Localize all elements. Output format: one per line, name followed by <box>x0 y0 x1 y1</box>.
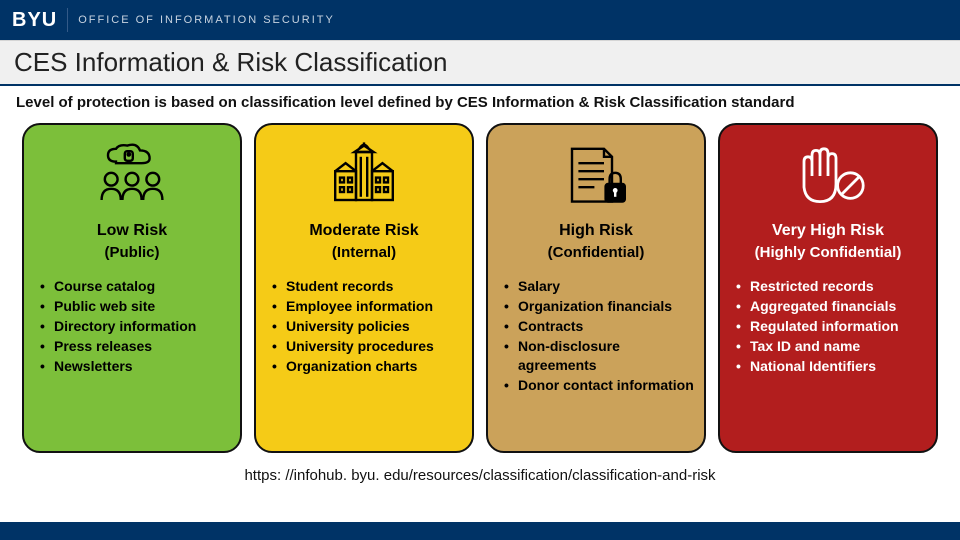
bottom-bar <box>0 522 960 540</box>
card-item: Regulated information <box>734 317 926 336</box>
card-item: Aggregated financials <box>734 297 926 316</box>
card-item: Student records <box>270 277 462 296</box>
card-item: University procedures <box>270 337 462 356</box>
cloud-team-icon <box>34 137 230 215</box>
card-title: Low Risk <box>34 221 230 240</box>
card-item: Donor contact information <box>502 376 694 395</box>
card-item: Tax ID and name <box>734 337 926 356</box>
card-subtitle: (Public) <box>34 244 230 261</box>
title-bar: CES Information & Risk Classification <box>0 40 960 86</box>
card-item: Employee information <box>270 297 462 316</box>
card-item-list: Restricted recordsAggregated financialsR… <box>730 277 926 375</box>
card-item: Restricted records <box>734 277 926 296</box>
byu-logo: BYU <box>12 8 68 32</box>
card-item: Directory information <box>38 317 230 336</box>
risk-card-0: Low Risk (Public) Course catalogPublic web… <box>22 123 242 453</box>
card-item: Non-disclosure agreements <box>502 337 694 375</box>
cards-row: Low Risk (Public) Course catalogPublic web… <box>0 111 960 453</box>
risk-card-3: Very High Risk (Highly Confidential) Restr… <box>718 123 938 453</box>
card-item: Public web site <box>38 297 230 316</box>
card-title: Very High Risk <box>730 221 926 240</box>
card-item: Course catalog <box>38 277 230 296</box>
risk-card-1: Moderate Risk (Internal) Student recordsEm… <box>254 123 474 453</box>
office-label: OFFICE OF INFORMATION SECURITY <box>68 14 335 26</box>
subtitle-text: Level of protection is based on classifi… <box>0 86 960 111</box>
risk-card-2: High Risk (Confidential) SalaryOrganizatio… <box>486 123 706 453</box>
card-item: University policies <box>270 317 462 336</box>
card-item-list: Course catalogPublic web siteDirectory i… <box>34 277 230 375</box>
card-item: Organization financials <box>502 297 694 316</box>
card-subtitle: (Internal) <box>266 244 462 261</box>
card-item: Salary <box>502 277 694 296</box>
card-item: Newsletters <box>38 357 230 376</box>
card-item-list: SalaryOrganization financialsContractsNo… <box>498 277 694 394</box>
card-item: National Identifiers <box>734 357 926 376</box>
card-item: Organization charts <box>270 357 462 376</box>
page-title: CES Information & Risk Classification <box>14 47 946 78</box>
card-item: Contracts <box>502 317 694 336</box>
doc-lock-icon <box>498 137 694 215</box>
university-icon <box>266 137 462 215</box>
footer-url: https: //infohub. byu. edu/resources/cla… <box>0 467 960 484</box>
hand-stop-icon <box>730 137 926 215</box>
card-subtitle: (Confidential) <box>498 244 694 261</box>
card-item: Press releases <box>38 337 230 356</box>
card-item-list: Student recordsEmployee informationUnive… <box>266 277 462 375</box>
card-title: Moderate Risk <box>266 221 462 240</box>
card-title: High Risk <box>498 221 694 240</box>
card-subtitle: (Highly Confidential) <box>730 244 926 261</box>
header-bar: BYU OFFICE OF INFORMATION SECURITY <box>0 0 960 40</box>
